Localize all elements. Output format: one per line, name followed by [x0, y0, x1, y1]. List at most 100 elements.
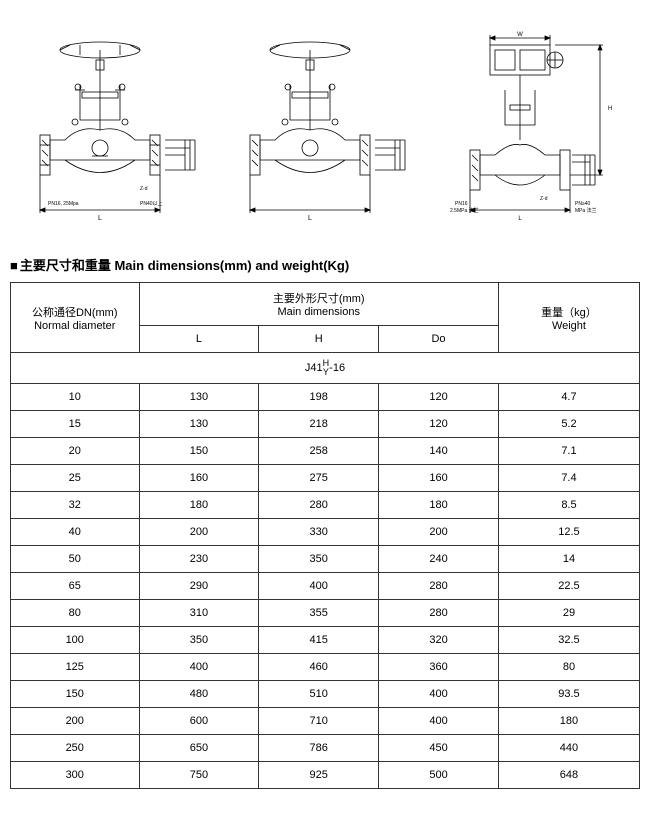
cell-dn: 15 — [11, 411, 140, 438]
cell-dn: 32 — [11, 492, 140, 519]
cell-Do: 240 — [379, 546, 499, 573]
cell-dn: 10 — [11, 384, 140, 411]
diagrams-row: L PN16, 25Mpa Z-d PN40以上 — [10, 10, 640, 230]
dim-L-label-2: L — [308, 215, 312, 222]
cell-Do: 180 — [379, 492, 499, 519]
cell-wt: 648 — [498, 762, 639, 789]
cell-L: 160 — [139, 465, 259, 492]
cell-wt: 440 — [498, 735, 639, 762]
zd-label-3: Z-d — [540, 196, 548, 202]
cell-wt: 80 — [498, 654, 639, 681]
table-row: 4020033020012.5 — [11, 519, 640, 546]
cell-dn: 40 — [11, 519, 140, 546]
cell-dn: 50 — [11, 546, 140, 573]
cell-Do: 500 — [379, 762, 499, 789]
cell-L: 230 — [139, 546, 259, 573]
cell-H: 510 — [259, 681, 379, 708]
cell-wt: 29 — [498, 600, 639, 627]
dim-L-label-3: L — [518, 216, 522, 222]
cell-H: 710 — [259, 708, 379, 735]
cell-L: 480 — [139, 681, 259, 708]
cell-L: 130 — [139, 384, 259, 411]
section-title: 主要尺寸和重量 Main dimensions(mm) and weight(K… — [10, 255, 640, 274]
mp-label: 2.5MPa 法兰 — [450, 207, 479, 214]
cell-Do: 280 — [379, 600, 499, 627]
cell-Do: 120 — [379, 384, 499, 411]
cell-Do: 200 — [379, 519, 499, 546]
valve-diagram-3: W H L PN16 2.5MPa 法兰 PN≥40 MPa 法兰 Z-d — [440, 30, 630, 230]
table-row: 5023035024014 — [11, 546, 640, 573]
cell-wt: 7.1 — [498, 438, 639, 465]
valve-diagram-1: L PN16, 25Mpa Z-d PN40以上 — [20, 30, 210, 230]
cell-wt: 14 — [498, 546, 639, 573]
cell-wt: 12.5 — [498, 519, 639, 546]
cell-dn: 300 — [11, 762, 140, 789]
dim-L-label: L — [98, 215, 102, 222]
cell-L: 180 — [139, 492, 259, 519]
cell-L: 200 — [139, 519, 259, 546]
table-row: 201502581407.1 — [11, 438, 640, 465]
table-row: 251602751607.4 — [11, 465, 640, 492]
cell-dn: 100 — [11, 627, 140, 654]
cell-wt: 4.7 — [498, 384, 639, 411]
header-L: L — [139, 326, 259, 353]
cell-dn: 80 — [11, 600, 140, 627]
cell-H: 330 — [259, 519, 379, 546]
cell-Do: 280 — [379, 573, 499, 600]
cell-L: 350 — [139, 627, 259, 654]
table-row: 8031035528029 — [11, 600, 640, 627]
cell-Do: 400 — [379, 708, 499, 735]
dim-H-label: H — [608, 106, 612, 112]
cell-wt: 5.2 — [498, 411, 639, 438]
table-row: 10035041532032.5 — [11, 627, 640, 654]
model-row: J41HY-16 — [11, 353, 640, 384]
cell-L: 290 — [139, 573, 259, 600]
table-row: 15048051040093.5 — [11, 681, 640, 708]
cell-dn: 200 — [11, 708, 140, 735]
cell-Do: 160 — [379, 465, 499, 492]
cell-H: 258 — [259, 438, 379, 465]
table-row: 300750925500648 — [11, 762, 640, 789]
cell-wt: 180 — [498, 708, 639, 735]
cell-L: 150 — [139, 438, 259, 465]
cell-dn: 250 — [11, 735, 140, 762]
header-dn: 公称通径DN(mm) Normal diameter — [11, 283, 140, 353]
cell-dn: 25 — [11, 465, 140, 492]
header-Do: Do — [379, 326, 499, 353]
dim-W-label: W — [517, 32, 523, 38]
table-row: 321802801808.5 — [11, 492, 640, 519]
cell-H: 218 — [259, 411, 379, 438]
cell-H: 275 — [259, 465, 379, 492]
cell-wt: 93.5 — [498, 681, 639, 708]
cell-H: 415 — [259, 627, 379, 654]
cell-H: 786 — [259, 735, 379, 762]
cell-Do: 450 — [379, 735, 499, 762]
table-row: 250650786450440 — [11, 735, 640, 762]
cell-dn: 150 — [11, 681, 140, 708]
cell-wt: 22.5 — [498, 573, 639, 600]
cell-H: 355 — [259, 600, 379, 627]
valve-diagram-2: L — [230, 30, 420, 230]
cell-H: 350 — [259, 546, 379, 573]
table-row: 200600710400180 — [11, 708, 640, 735]
cell-dn: 125 — [11, 654, 140, 681]
cell-Do: 360 — [379, 654, 499, 681]
cell-wt: 7.4 — [498, 465, 639, 492]
dimensions-table: 公称通径DN(mm) Normal diameter 主要外形尺寸(mm) Ma… — [10, 282, 640, 789]
pn16-label: PN16 — [455, 201, 468, 207]
cell-Do: 320 — [379, 627, 499, 654]
mpr-label: MPa 法兰 — [575, 207, 597, 214]
zd-label: Z-d — [140, 186, 148, 192]
pn-left-label: PN16, 25Mpa — [48, 201, 79, 207]
cell-H: 280 — [259, 492, 379, 519]
cell-H: 925 — [259, 762, 379, 789]
cell-Do: 400 — [379, 681, 499, 708]
cell-wt: 32.5 — [498, 627, 639, 654]
cell-dn: 20 — [11, 438, 140, 465]
header-main-dims: 主要外形尺寸(mm) Main dimensions — [139, 283, 498, 326]
cell-H: 460 — [259, 654, 379, 681]
cell-L: 600 — [139, 708, 259, 735]
header-weight: 重量（kg） Weight — [498, 283, 639, 353]
table-row: 151302181205.2 — [11, 411, 640, 438]
cell-Do: 120 — [379, 411, 499, 438]
